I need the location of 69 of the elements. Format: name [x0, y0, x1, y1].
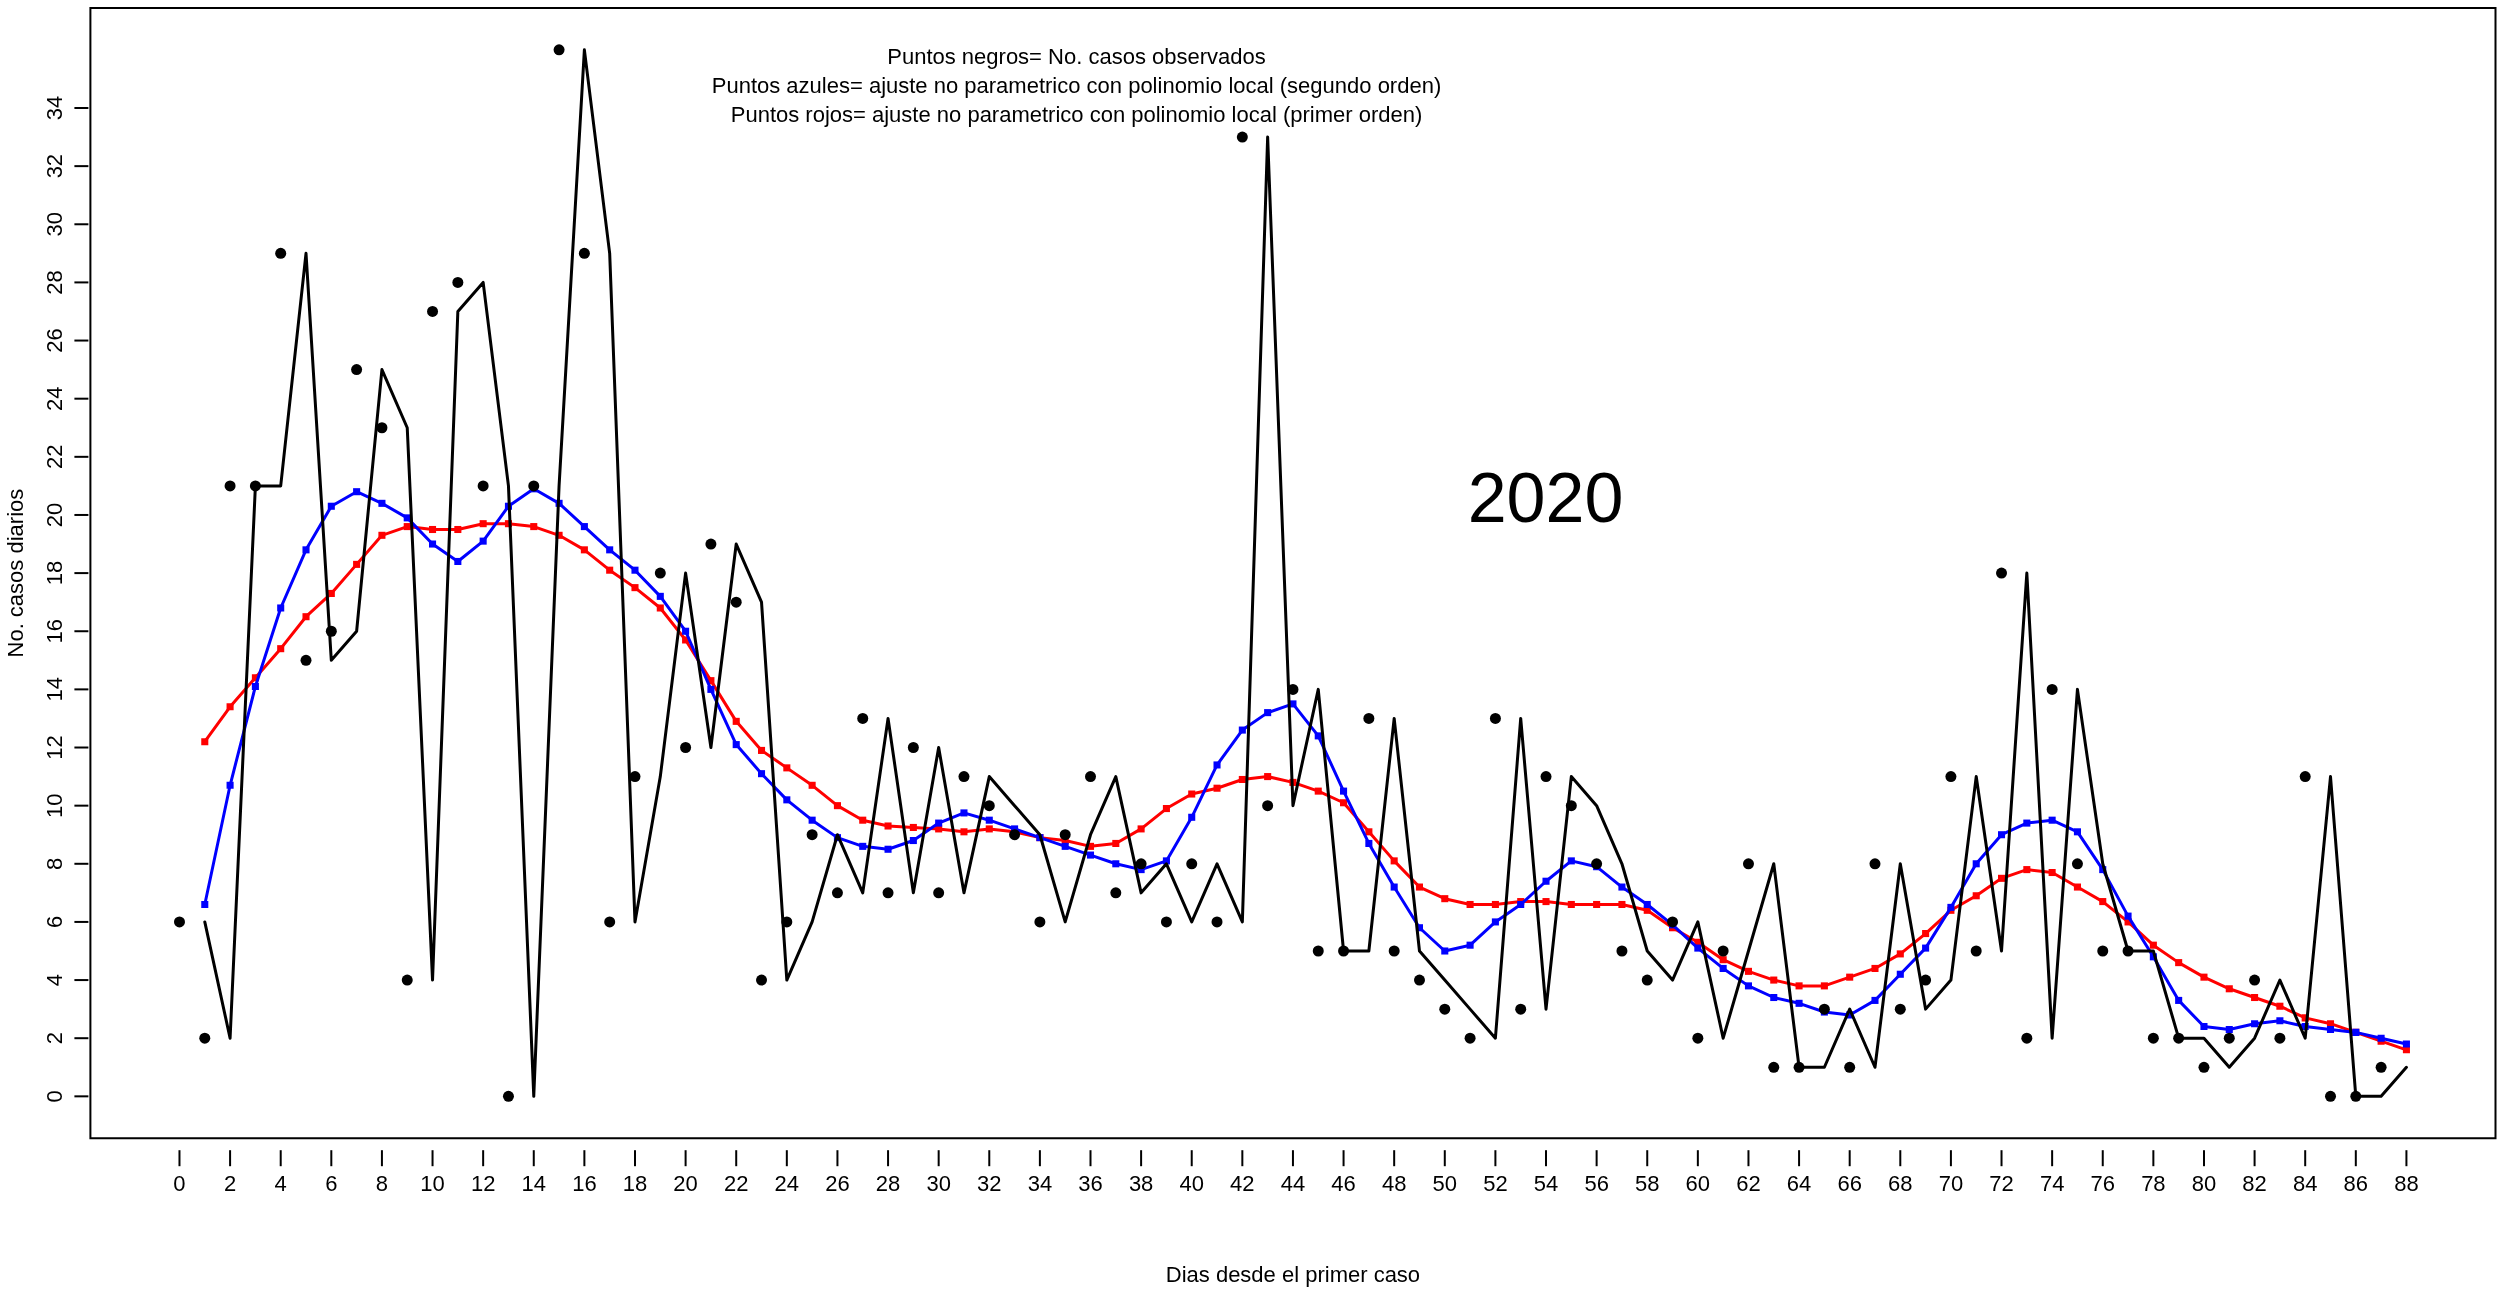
y-tick-label: 0: [42, 1090, 68, 1103]
x-tick-label: 60: [1685, 1171, 1711, 1197]
x-tick-label: 82: [2242, 1171, 2267, 1197]
y-tick-label: 28: [42, 270, 68, 295]
x-tick-label: 50: [1432, 1171, 1458, 1197]
x-tick-label: 74: [2039, 1171, 2065, 1197]
y-tick-label: 18: [42, 560, 68, 586]
y-tick-label: 12: [42, 735, 68, 760]
x-tick-label: 24: [774, 1171, 800, 1197]
x-tick-label: 66: [1837, 1171, 1862, 1197]
x-tick-label: 48: [1381, 1171, 1407, 1197]
x-tick-label: 30: [926, 1171, 951, 1197]
annotation: Puntos rojos= ajuste no parametrico con polinomio local (primer orden): [730, 102, 1423, 128]
x-tick-label: 20: [673, 1171, 698, 1197]
x-tick-label: 38: [1128, 1171, 1154, 1197]
y-tick-label: 4: [42, 973, 68, 987]
x-tick-label: 16: [572, 1171, 597, 1197]
x-tick-label: 56: [1584, 1171, 1609, 1197]
x-tick-label: 0: [173, 1171, 186, 1197]
x-tick-label: 46: [1331, 1171, 1356, 1197]
x-tick-label: 52: [1483, 1171, 1508, 1197]
x-tick-label: 34: [1027, 1171, 1053, 1197]
y-axis-title: No. casos diarios: [3, 488, 29, 658]
y-tick-label: 20: [42, 502, 68, 528]
x-tick-label: 78: [2141, 1171, 2166, 1197]
y-tick-label: 14: [42, 677, 68, 702]
y-tick-label: 24: [42, 386, 68, 411]
x-tick-label: 18: [622, 1171, 648, 1197]
y-tick-label: 10: [42, 793, 68, 818]
x-tick-label: 58: [1634, 1171, 1660, 1197]
x-tick-label: 64: [1786, 1171, 1812, 1197]
y-tick-label: 26: [42, 328, 68, 353]
x-tick-label: 4: [274, 1171, 287, 1197]
y-tick-label: 6: [42, 915, 68, 929]
x-tick-label: 32: [977, 1171, 1002, 1197]
x-tick-label: 6: [325, 1171, 338, 1197]
x-tick-label: 26: [825, 1171, 850, 1197]
x-tick-label: 62: [1736, 1171, 1761, 1197]
x-tick-label: 22: [723, 1171, 749, 1197]
annotation: Puntos negros= No. casos observados: [887, 44, 1266, 70]
annotation: Puntos azules= ajuste no parametrico con polinomio local (segundo orden): [711, 73, 1442, 99]
y-tick-label: 16: [42, 619, 68, 644]
x-tick-label: 80: [2191, 1171, 2217, 1197]
x-tick-label: 2: [223, 1171, 237, 1197]
x-tick-label: 72: [1989, 1171, 2014, 1197]
x-tick-label: 86: [2343, 1171, 2369, 1197]
x-tick-label: 68: [1888, 1171, 1913, 1197]
y-tick-label: 32: [42, 153, 68, 179]
x-tick-label: 10: [420, 1171, 445, 1197]
x-tick-label: 8: [375, 1171, 389, 1197]
x-tick-label: 14: [521, 1171, 547, 1197]
x-tick-label: 28: [875, 1171, 901, 1197]
y-tick-label: 34: [42, 95, 68, 121]
x-tick-label: 54: [1533, 1171, 1559, 1197]
x-tick-label: 12: [470, 1171, 496, 1197]
annotation: 2020: [1467, 459, 1624, 538]
x-tick-label: 84: [2292, 1171, 2318, 1197]
y-tick-label: 22: [42, 444, 68, 470]
x-tick-label: 76: [2090, 1171, 2115, 1197]
x-tick-label: 70: [1938, 1171, 1964, 1197]
x-tick-label: 40: [1179, 1171, 1204, 1197]
x-tick-label: 88: [2394, 1171, 2419, 1197]
x-tick-label: 44: [1280, 1171, 1306, 1197]
x-tick-label: 42: [1230, 1171, 1255, 1197]
x-tick-label: 36: [1078, 1171, 1103, 1197]
y-tick-label: 2: [42, 1032, 68, 1045]
x-axis-title: Dias desde el primer caso: [1165, 1261, 1421, 1287]
y-tick-label: 30: [42, 212, 68, 237]
y-tick-label: 8: [42, 857, 68, 870]
